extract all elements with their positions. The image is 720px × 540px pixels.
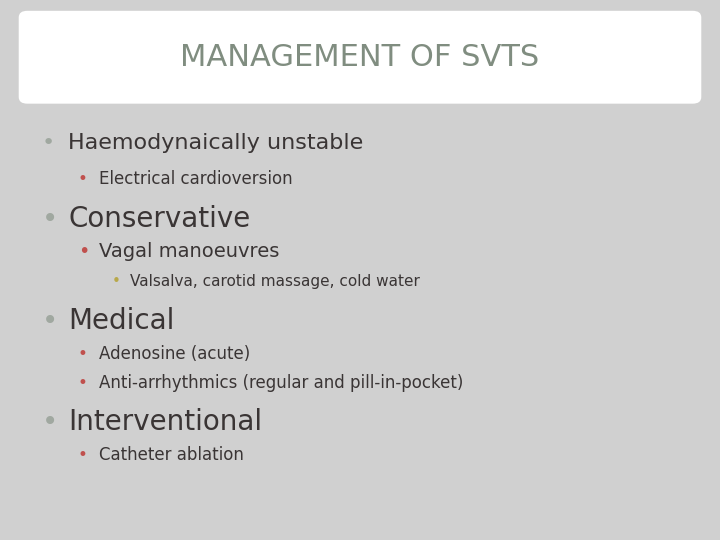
Text: Vagal manoeuvres: Vagal manoeuvres xyxy=(99,241,280,261)
Text: MANAGEMENT OF SVTS: MANAGEMENT OF SVTS xyxy=(181,43,539,72)
Text: Interventional: Interventional xyxy=(68,408,263,436)
Text: •: • xyxy=(42,205,58,233)
Text: •: • xyxy=(78,446,88,464)
Text: •: • xyxy=(78,170,88,188)
Text: Haemodynaically unstable: Haemodynaically unstable xyxy=(68,133,364,153)
Text: •: • xyxy=(42,307,58,335)
FancyBboxPatch shape xyxy=(19,11,701,104)
Text: Medical: Medical xyxy=(68,307,175,335)
Text: •: • xyxy=(112,274,120,289)
Text: •: • xyxy=(42,408,58,436)
Text: •: • xyxy=(78,374,88,393)
Text: •: • xyxy=(78,241,89,261)
Text: •: • xyxy=(78,345,88,363)
Text: Catheter ablation: Catheter ablation xyxy=(99,446,244,464)
Text: Adenosine (acute): Adenosine (acute) xyxy=(99,345,251,363)
Text: Conservative: Conservative xyxy=(68,205,251,233)
Text: Electrical cardioversion: Electrical cardioversion xyxy=(99,170,293,188)
Text: Anti-arrhythmics (regular and pill-in-pocket): Anti-arrhythmics (regular and pill-in-po… xyxy=(99,374,464,393)
Text: •: • xyxy=(42,133,55,153)
Text: Valsalva, carotid massage, cold water: Valsalva, carotid massage, cold water xyxy=(130,274,420,289)
